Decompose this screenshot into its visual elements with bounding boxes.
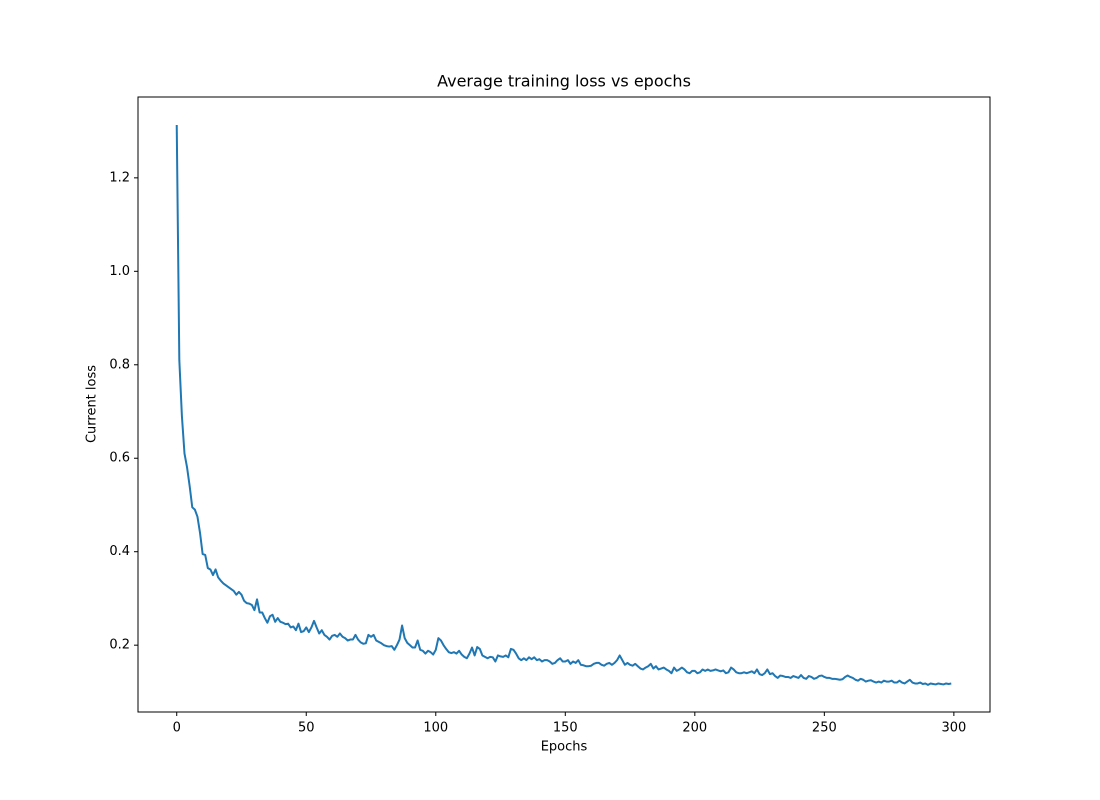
x-tick-label: 250 [812,721,837,736]
y-tick-label: 1.2 [109,170,130,185]
y-tick-label: 1.0 [109,264,130,279]
x-axis-label: Epochs [541,740,588,755]
y-tick-label: 0.2 [109,638,130,653]
plot-frame [137,96,991,713]
y-tick-label: 0.6 [109,451,130,466]
x-tick-label: 300 [941,721,966,736]
y-tick-label: 0.8 [109,357,130,372]
y-tick-label: 0.4 [109,544,130,559]
x-tick-label: 200 [682,721,707,736]
chart-title: Average training loss vs epochs [437,72,691,91]
x-tick-label: 100 [423,721,448,736]
loss-line [175,125,952,686]
x-tick-label: 0 [173,721,181,736]
x-tick-label: 50 [298,721,315,736]
y-axis-label: Current loss [85,365,100,443]
x-tick-label: 150 [553,721,578,736]
